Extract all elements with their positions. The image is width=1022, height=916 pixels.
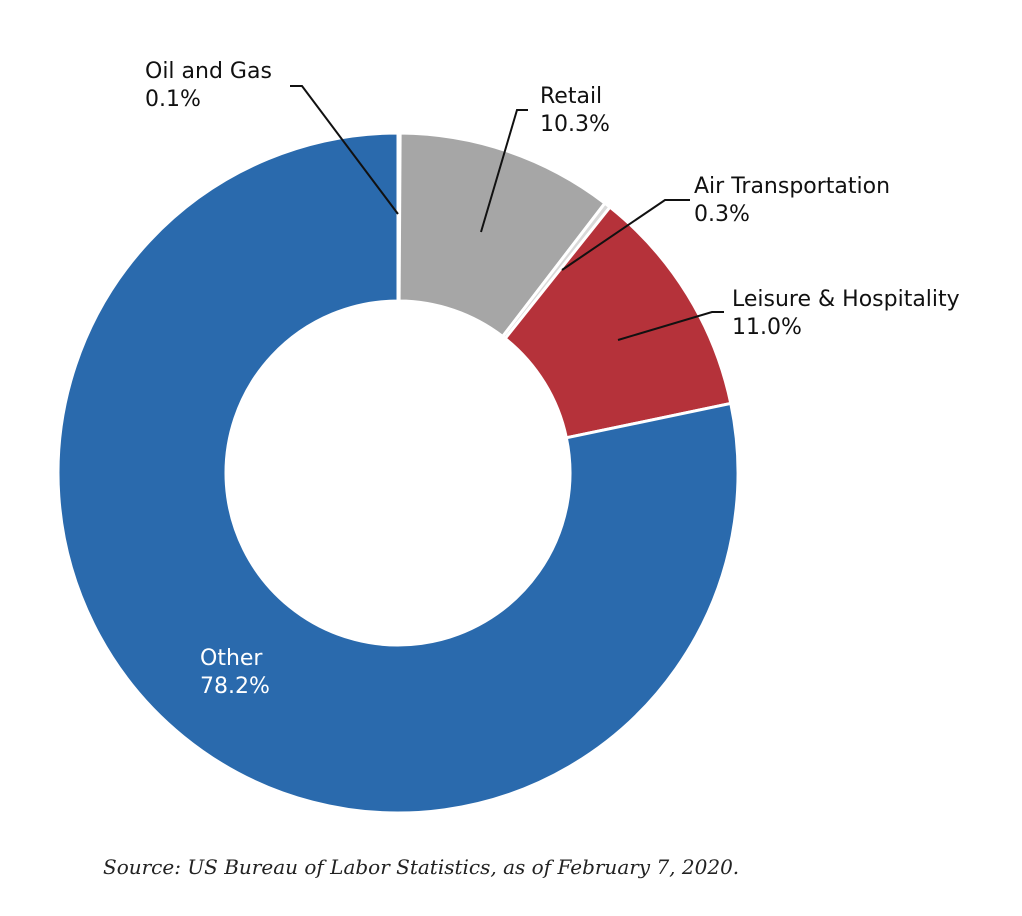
label-oil-and-gas-name: Oil and Gas xyxy=(145,59,272,84)
slice-other xyxy=(56,131,740,815)
label-air-transportation: Air Transportation 0.3% xyxy=(694,174,897,227)
leader-line-air-transportation xyxy=(561,199,690,271)
label-other-name: Other xyxy=(200,646,263,671)
leader-line-retail xyxy=(480,109,528,233)
label-leisure-hospitality: Leisure & Hospitality 11.0% xyxy=(732,287,967,340)
label-leisure-hospitality-value: 11.0% xyxy=(732,315,802,340)
label-other: Other 78.2% xyxy=(200,646,270,699)
label-other-value: 78.2% xyxy=(200,674,270,699)
label-oil-and-gas-value: 0.1% xyxy=(145,87,201,112)
label-air-transportation-value: 0.3% xyxy=(694,202,750,227)
label-retail-value: 10.3% xyxy=(540,112,610,137)
leader-line-leisure-hospitality xyxy=(617,311,724,341)
donut-slices xyxy=(56,131,740,815)
slice-leisure-hospitality xyxy=(503,205,733,440)
label-retail: Retail 10.3% xyxy=(540,84,610,137)
leader-lines xyxy=(290,85,724,341)
label-retail-name: Retail xyxy=(540,84,602,109)
source-note: Source: US Bureau of Labor Statistics, a… xyxy=(103,855,740,879)
label-leisure-hospitality-name: Leisure & Hospitality xyxy=(732,287,960,312)
leader-line-oil-and-gas xyxy=(290,85,399,215)
slice-labels: Oil and Gas 0.1% Retail 10.3% Air Transp… xyxy=(145,59,967,699)
label-air-transportation-name: Air Transportation xyxy=(694,174,890,199)
label-oil-and-gas: Oil and Gas 0.1% xyxy=(145,59,279,112)
